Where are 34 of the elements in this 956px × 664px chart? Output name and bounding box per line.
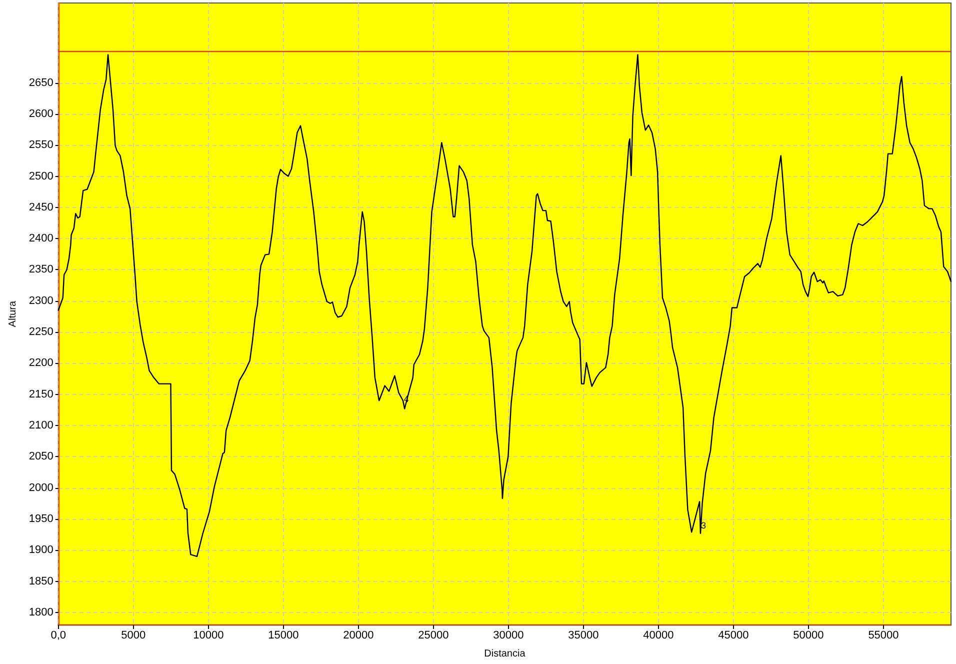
y-tick-label: 1900 [28,544,54,556]
y-tick-label: 1950 [28,513,54,526]
x-tick-label: 45000 [718,630,749,642]
y-tick-label: 2550 [28,139,54,152]
y-tick-label: 2450 [28,201,54,214]
x-tick-label: 50000 [793,630,824,642]
y-tick-label: 2650 [28,76,54,89]
x-tick-label: 25000 [418,630,449,642]
y-tick-label: 2400 [28,232,54,245]
y-tick-label: 2300 [28,294,54,307]
x-tick-label: 20000 [343,630,374,642]
annotation: 3 [700,520,706,530]
x-tick-label: 55000 [868,630,899,642]
y-tick-label: 2000 [28,482,54,494]
x-tick-label: 10000 [193,630,224,642]
x-tick-label: 30000 [493,630,524,642]
line-series [58,54,952,558]
x-tick-label: 0,0 [50,630,66,642]
y-tick-label: 2500 [28,170,54,182]
y-tick-label: 2350 [28,264,54,276]
y-tick-label: 2050 [28,450,54,463]
y-tick-label: 2100 [28,420,54,432]
x-tick-label: 40000 [643,630,674,642]
y-tick-label: 2600 [28,108,54,120]
x-tick-label: 35000 [568,630,599,642]
y-tick-label: 1850 [28,575,54,588]
y-axis-title: Altura [8,300,18,328]
y-tick-label: 2150 [28,388,54,400]
y-tick-label: 1800 [28,606,54,619]
x-axis-title: Distancia [484,648,526,660]
y-tick-label: 2250 [28,326,54,338]
x-tick-label: 15000 [268,630,299,642]
y-tick-label: 2200 [28,357,54,370]
x-tick-label: 5000 [121,630,146,642]
